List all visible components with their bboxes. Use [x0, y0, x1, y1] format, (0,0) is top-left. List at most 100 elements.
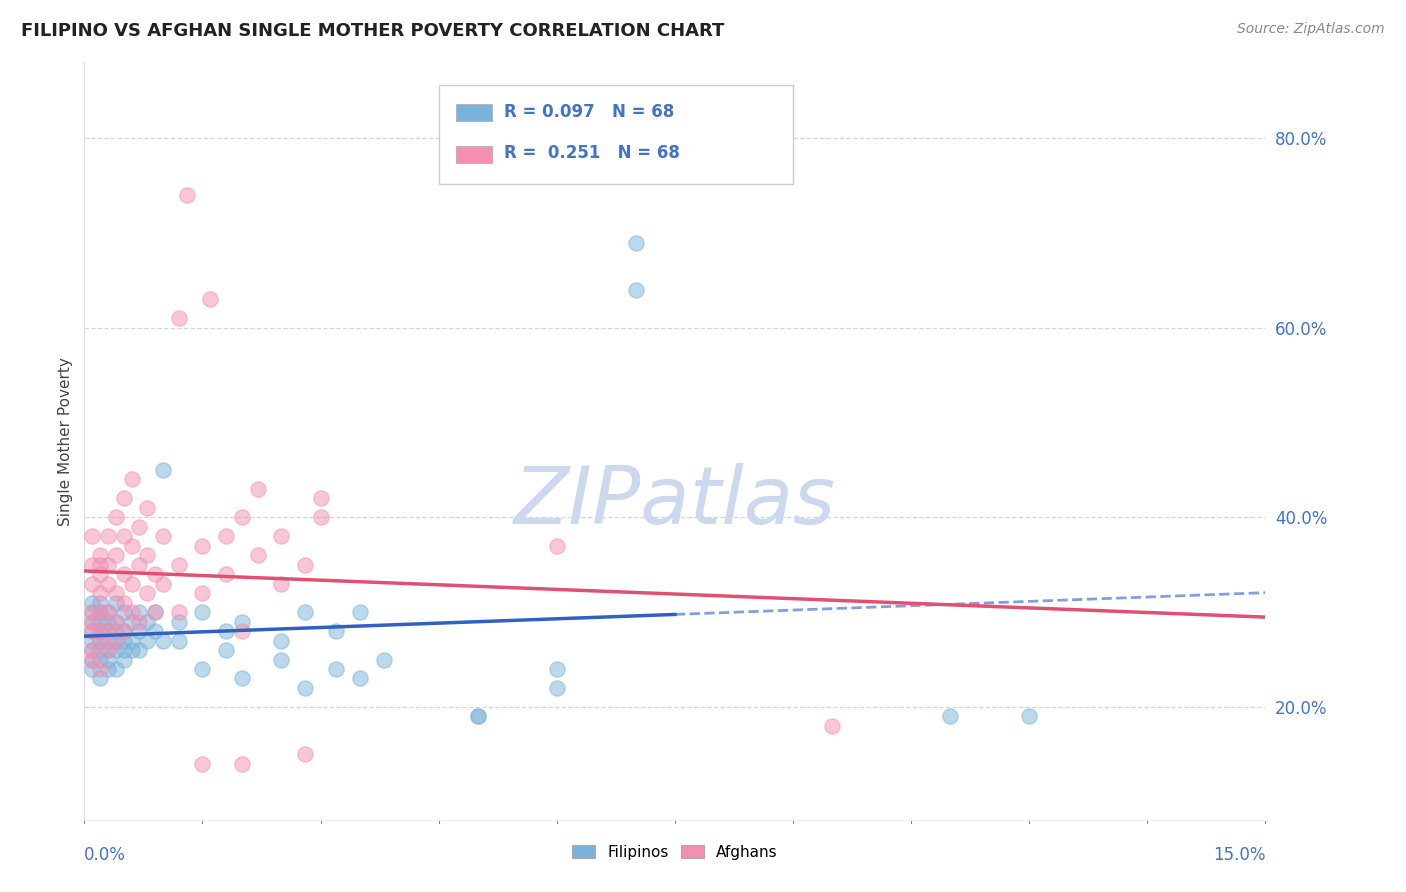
- Point: [112, 633, 135, 648]
- Point: [82, 624, 104, 639]
- Point: [82, 643, 104, 657]
- Point: [104, 586, 127, 600]
- Point: [97, 652, 120, 666]
- Point: [136, 633, 159, 648]
- Point: [104, 596, 127, 610]
- Point: [112, 529, 135, 543]
- Point: [546, 662, 568, 676]
- Point: [309, 491, 332, 506]
- Point: [215, 529, 238, 543]
- Point: [112, 567, 135, 582]
- Point: [121, 539, 143, 553]
- Point: [624, 235, 647, 250]
- Point: [939, 709, 962, 723]
- Point: [1018, 709, 1040, 723]
- Point: [89, 615, 111, 629]
- Point: [136, 548, 159, 563]
- Point: [104, 662, 127, 676]
- Y-axis label: Single Mother Poverty: Single Mother Poverty: [58, 357, 73, 526]
- Point: [97, 662, 120, 676]
- Point: [128, 643, 150, 657]
- Text: 15.0%: 15.0%: [1213, 846, 1265, 863]
- Point: [97, 615, 120, 629]
- Point: [294, 558, 316, 572]
- Point: [97, 643, 120, 657]
- Point: [82, 633, 104, 648]
- Point: [82, 596, 104, 610]
- Point: [128, 558, 150, 572]
- Point: [270, 576, 292, 591]
- Point: [294, 605, 316, 619]
- Point: [82, 652, 104, 666]
- Point: [89, 624, 111, 639]
- Point: [112, 643, 135, 657]
- FancyBboxPatch shape: [439, 85, 793, 184]
- Point: [270, 633, 292, 648]
- Point: [82, 652, 104, 666]
- Point: [89, 596, 111, 610]
- Point: [215, 643, 238, 657]
- Point: [104, 643, 127, 657]
- Point: [191, 662, 214, 676]
- Point: [112, 624, 135, 639]
- Point: [191, 605, 214, 619]
- Point: [128, 605, 150, 619]
- Point: [152, 463, 174, 477]
- Point: [167, 615, 190, 629]
- Point: [246, 548, 269, 563]
- Point: [121, 633, 143, 648]
- Point: [97, 624, 120, 639]
- Point: [97, 576, 120, 591]
- Point: [89, 558, 111, 572]
- Point: [104, 615, 127, 629]
- Point: [82, 558, 104, 572]
- Point: [270, 652, 292, 666]
- Point: [89, 633, 111, 648]
- Point: [231, 672, 253, 686]
- Point: [215, 567, 238, 582]
- Point: [167, 558, 190, 572]
- Point: [215, 624, 238, 639]
- Point: [82, 662, 104, 676]
- Point: [97, 605, 120, 619]
- Point: [104, 548, 127, 563]
- Point: [143, 605, 166, 619]
- Point: [167, 311, 190, 326]
- Point: [89, 662, 111, 676]
- Point: [143, 567, 166, 582]
- Point: [191, 586, 214, 600]
- Point: [136, 615, 159, 629]
- Point: [152, 633, 174, 648]
- Point: [467, 709, 489, 723]
- Point: [104, 624, 127, 639]
- Point: [821, 719, 844, 733]
- Point: [167, 605, 190, 619]
- Point: [167, 633, 190, 648]
- Point: [349, 605, 371, 619]
- Point: [89, 605, 111, 619]
- Point: [97, 643, 120, 657]
- Point: [231, 624, 253, 639]
- Point: [89, 672, 111, 686]
- Legend: Filipinos, Afghans: Filipinos, Afghans: [567, 838, 783, 866]
- Text: FILIPINO VS AFGHAN SINGLE MOTHER POVERTY CORRELATION CHART: FILIPINO VS AFGHAN SINGLE MOTHER POVERTY…: [21, 22, 724, 40]
- Point: [152, 529, 174, 543]
- Point: [191, 539, 214, 553]
- Point: [121, 576, 143, 591]
- Text: Source: ZipAtlas.com: Source: ZipAtlas.com: [1237, 22, 1385, 37]
- Bar: [457, 146, 492, 162]
- Point: [112, 596, 135, 610]
- Point: [143, 624, 166, 639]
- Point: [112, 624, 135, 639]
- Point: [325, 662, 347, 676]
- Point: [143, 605, 166, 619]
- Point: [121, 643, 143, 657]
- Point: [191, 756, 214, 771]
- Point: [97, 558, 120, 572]
- Point: [82, 529, 104, 543]
- Point: [112, 491, 135, 506]
- Point: [325, 624, 347, 639]
- Point: [309, 510, 332, 524]
- Point: [467, 709, 489, 723]
- Point: [121, 605, 143, 619]
